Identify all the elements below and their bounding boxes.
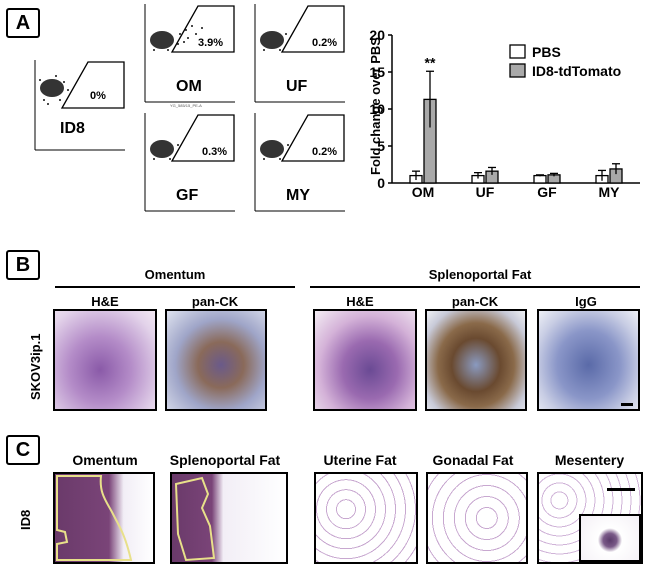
significance-mark: **: [425, 54, 436, 70]
flow-plot-id8: 0% ID8: [30, 60, 125, 155]
x-tick-label: UF: [476, 184, 495, 200]
flow-name: ID8: [60, 120, 85, 137]
y-tick-label: 10: [369, 101, 385, 117]
stain-label-panck: pan-CK: [191, 294, 239, 309]
micrograph-c-splenoportal: [170, 472, 288, 564]
micrograph-splenoportal-igg: [537, 309, 640, 411]
group-header-omentum: Omentum: [144, 267, 206, 282]
tumor-outline: [56, 475, 133, 561]
scale-bar: [607, 488, 635, 491]
flow-pct: 3.9%: [198, 37, 224, 49]
tissue-title-uterine: Uterine Fat: [323, 452, 397, 468]
tissue-title-omentum: Omentum: [72, 452, 138, 468]
flow-name: UF: [286, 78, 308, 95]
bar-chart: 0 5 10 15 20 OM UF GF MY ** PBS ID8-tdTomato Fold c…: [360, 15, 650, 200]
stain-label-igg: IgG: [575, 294, 597, 309]
legend-label: ID8-tdTomato: [532, 63, 621, 79]
y-tick-label: 5: [377, 138, 385, 154]
scale-bar: [621, 403, 633, 406]
y-tick-label: 20: [369, 27, 385, 43]
group-header-splenoportal: Splenoportal Fat: [428, 267, 532, 282]
flow-name: MY: [286, 187, 310, 204]
bar-chart-svg: 0 5 10 15 20 OM UF GF MY ** PBS ID8-tdTomato: [369, 27, 640, 200]
stain-label-panck-2: pan-CK: [451, 294, 499, 309]
legend-label: PBS: [532, 44, 561, 60]
micrograph-omentum-panck: [165, 309, 267, 411]
legend-swatch: [509, 63, 526, 78]
flow-name: OM: [176, 78, 202, 95]
x-tick-label: OM: [412, 184, 435, 200]
flow-plot-graphic: [34, 60, 125, 151]
flow-plot-graphic: [254, 4, 345, 103]
flow-pct: 0.2%: [312, 146, 338, 158]
flow-pct: 0%: [90, 90, 106, 102]
micrograph-omentum-he: [53, 309, 157, 411]
stain-label-he: H&E: [91, 294, 119, 309]
micrograph-splenoportal-panck: [425, 309, 527, 411]
bar: [533, 174, 547, 184]
tissue-title-mesentery: Mesentery: [554, 452, 625, 468]
flow-x-axis-label: YG_585/15_PE-A: [170, 103, 202, 108]
panel-a-label: A: [6, 8, 40, 38]
flow-plot-my: 0.2% MY: [250, 113, 345, 218]
stain-label-he-2: H&E: [346, 294, 374, 309]
flow-plot-graphic: [144, 4, 235, 103]
micrograph-c-uterine: [314, 472, 418, 564]
y-tick-label: 0: [377, 175, 385, 191]
flow-plot-graphic: [254, 113, 345, 212]
panel-c-label: C: [6, 435, 40, 465]
y-axis-label: Fold change over PBS: [368, 37, 383, 175]
flow-pct: 0.3%: [202, 146, 228, 158]
inset-micrograph: [579, 514, 641, 562]
y-tick-label: 15: [369, 64, 385, 80]
micrograph-splenoportal-he: [313, 309, 417, 411]
flow-plot-om: 3.9% OM YG_585/15_PE-A: [140, 4, 235, 109]
group-underline: [55, 286, 295, 288]
flow-name: GF: [176, 187, 199, 204]
tumor-outline: [174, 476, 216, 562]
micrograph-c-mesentery: [537, 472, 643, 564]
flow-pct: 0.2%: [312, 37, 338, 49]
row-label-id8: ID8: [18, 509, 33, 530]
group-underline: [310, 286, 640, 288]
flow-plot-gf: 0.3% GF: [140, 113, 235, 218]
x-tick-label: MY: [599, 184, 621, 200]
tissue-title-splenoportal: Splenoportal Fat: [169, 452, 281, 468]
flow-plot-graphic: [144, 113, 235, 212]
tissue-title-gonadal: Gonadal Fat: [432, 452, 514, 468]
row-label-skov3: SKOV3ip.1: [28, 333, 43, 400]
panel-b-label: B: [6, 250, 40, 280]
x-tick-label: GF: [537, 184, 557, 200]
flow-plot-uf: 0.2% UF: [250, 4, 345, 109]
legend-swatch: [509, 44, 526, 59]
micrograph-c-omentum: [53, 472, 155, 564]
micrograph-c-gonadal: [426, 472, 528, 564]
